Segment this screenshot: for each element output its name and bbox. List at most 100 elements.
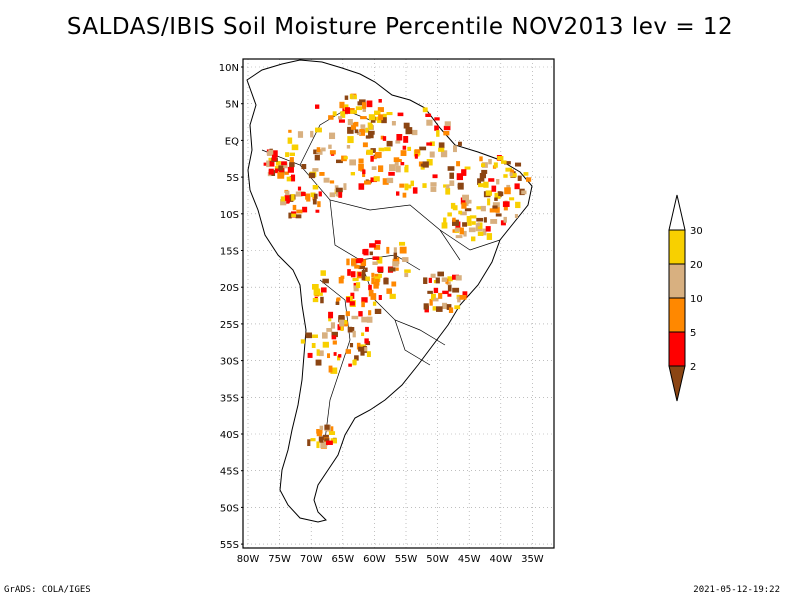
moisture-cell bbox=[308, 172, 316, 179]
lat-label: 45S bbox=[220, 467, 239, 478]
moisture-cell bbox=[350, 110, 357, 114]
moisture-cell bbox=[313, 288, 321, 296]
footer-timestamp: 2021-05-12-19:22 bbox=[693, 585, 780, 595]
lat-label: 5N bbox=[225, 100, 239, 111]
moisture-cell bbox=[468, 227, 476, 233]
moisture-cell bbox=[368, 289, 374, 297]
moisture-cell bbox=[350, 292, 355, 299]
moisture-cell bbox=[365, 326, 369, 332]
moisture-cell bbox=[287, 166, 294, 173]
moisture-cell bbox=[488, 159, 492, 165]
moisture-cell bbox=[452, 219, 459, 226]
moisture-cell bbox=[331, 335, 337, 340]
moisture-cell bbox=[420, 163, 427, 167]
moisture-cell bbox=[360, 124, 366, 128]
moisture-cell bbox=[268, 168, 274, 175]
moisture-cell bbox=[461, 202, 467, 209]
moisture-cell bbox=[402, 192, 407, 198]
moisture-cell bbox=[485, 226, 491, 232]
moisture-cell bbox=[301, 164, 307, 170]
moisture-cell bbox=[479, 175, 485, 182]
moisture-cell bbox=[335, 301, 340, 305]
moisture-cell bbox=[506, 184, 511, 188]
moisture-cell bbox=[442, 290, 449, 295]
lon-label: 55W bbox=[395, 554, 418, 565]
moisture-cell bbox=[378, 99, 382, 103]
legend-tick-label: 30 bbox=[690, 226, 703, 237]
moisture-cell bbox=[495, 213, 502, 217]
moisture-cell bbox=[315, 104, 320, 109]
moisture-cell bbox=[429, 298, 433, 306]
moisture-cell bbox=[489, 208, 496, 213]
lat-label: EQ bbox=[225, 136, 239, 147]
moisture-cell bbox=[368, 284, 372, 291]
moisture-cell bbox=[366, 149, 373, 155]
moisture-cell bbox=[428, 277, 432, 283]
moisture-cell bbox=[369, 243, 376, 248]
legend-tick-label: 10 bbox=[690, 294, 703, 305]
moisture-cell bbox=[504, 161, 511, 165]
moisture-cell bbox=[319, 425, 324, 431]
footer-credit: GrADS: COLA/IGES bbox=[4, 585, 91, 595]
moisture-cell bbox=[458, 210, 463, 215]
moisture-cell bbox=[464, 166, 471, 170]
moisture-cell bbox=[316, 441, 320, 449]
moisture-cell bbox=[502, 201, 510, 207]
moisture-cell bbox=[352, 277, 359, 282]
moisture-cell bbox=[362, 106, 367, 112]
moisture-cell bbox=[338, 315, 345, 322]
moisture-cell bbox=[426, 142, 432, 146]
moisture-cell bbox=[343, 183, 347, 191]
moisture-cell bbox=[318, 191, 322, 197]
moisture-cell bbox=[368, 114, 376, 121]
moisture-cell bbox=[358, 346, 365, 352]
moisture-cell bbox=[325, 342, 329, 348]
moisture-cell bbox=[318, 436, 324, 443]
moisture-cell bbox=[274, 168, 280, 174]
moisture-cell bbox=[443, 131, 450, 136]
moisture-cell bbox=[362, 102, 367, 109]
moisture-cell bbox=[481, 169, 488, 174]
moisture-cell bbox=[373, 176, 380, 182]
moisture-cell bbox=[345, 311, 350, 317]
moisture-cell bbox=[318, 149, 323, 155]
moisture-cell bbox=[324, 438, 330, 442]
moisture-cell bbox=[481, 163, 486, 168]
moisture-cell bbox=[386, 288, 392, 294]
moisture-cell bbox=[503, 216, 507, 223]
moisture-cell bbox=[277, 172, 285, 179]
legend-swatch bbox=[668, 331, 686, 367]
moisture-cell bbox=[365, 127, 370, 133]
moisture-cell bbox=[291, 194, 295, 201]
moisture-cell bbox=[396, 191, 400, 196]
moisture-cell bbox=[504, 187, 511, 195]
moisture-cell bbox=[346, 145, 351, 149]
moisture-cell bbox=[447, 166, 455, 171]
moisture-cell bbox=[328, 115, 334, 120]
moisture-cell bbox=[372, 301, 377, 306]
moisture-cell bbox=[419, 146, 427, 151]
moisture-cell bbox=[449, 172, 455, 179]
moisture-cell bbox=[476, 206, 483, 210]
moisture-cell bbox=[399, 246, 407, 254]
moisture-cell bbox=[329, 132, 336, 140]
moisture-cell bbox=[414, 149, 420, 154]
moisture-cell bbox=[358, 311, 363, 317]
moisture-cell bbox=[330, 322, 336, 329]
moisture-cell bbox=[441, 277, 448, 282]
moisture-cell bbox=[523, 172, 529, 176]
moisture-cell bbox=[355, 106, 363, 111]
moisture-cell bbox=[363, 248, 369, 256]
moisture-cell bbox=[364, 338, 369, 344]
moisture-cell bbox=[461, 169, 467, 176]
moisture-cell bbox=[363, 276, 370, 281]
moisture-cell bbox=[431, 295, 435, 300]
moisture-cell bbox=[300, 339, 305, 344]
moisture-cell bbox=[521, 190, 527, 195]
moisture-cell bbox=[330, 367, 338, 374]
moisture-cell bbox=[350, 172, 356, 176]
moisture-cell bbox=[302, 206, 308, 213]
moisture-cell bbox=[315, 127, 322, 133]
moisture-cell bbox=[505, 167, 512, 172]
lon-label: 75W bbox=[268, 554, 291, 565]
